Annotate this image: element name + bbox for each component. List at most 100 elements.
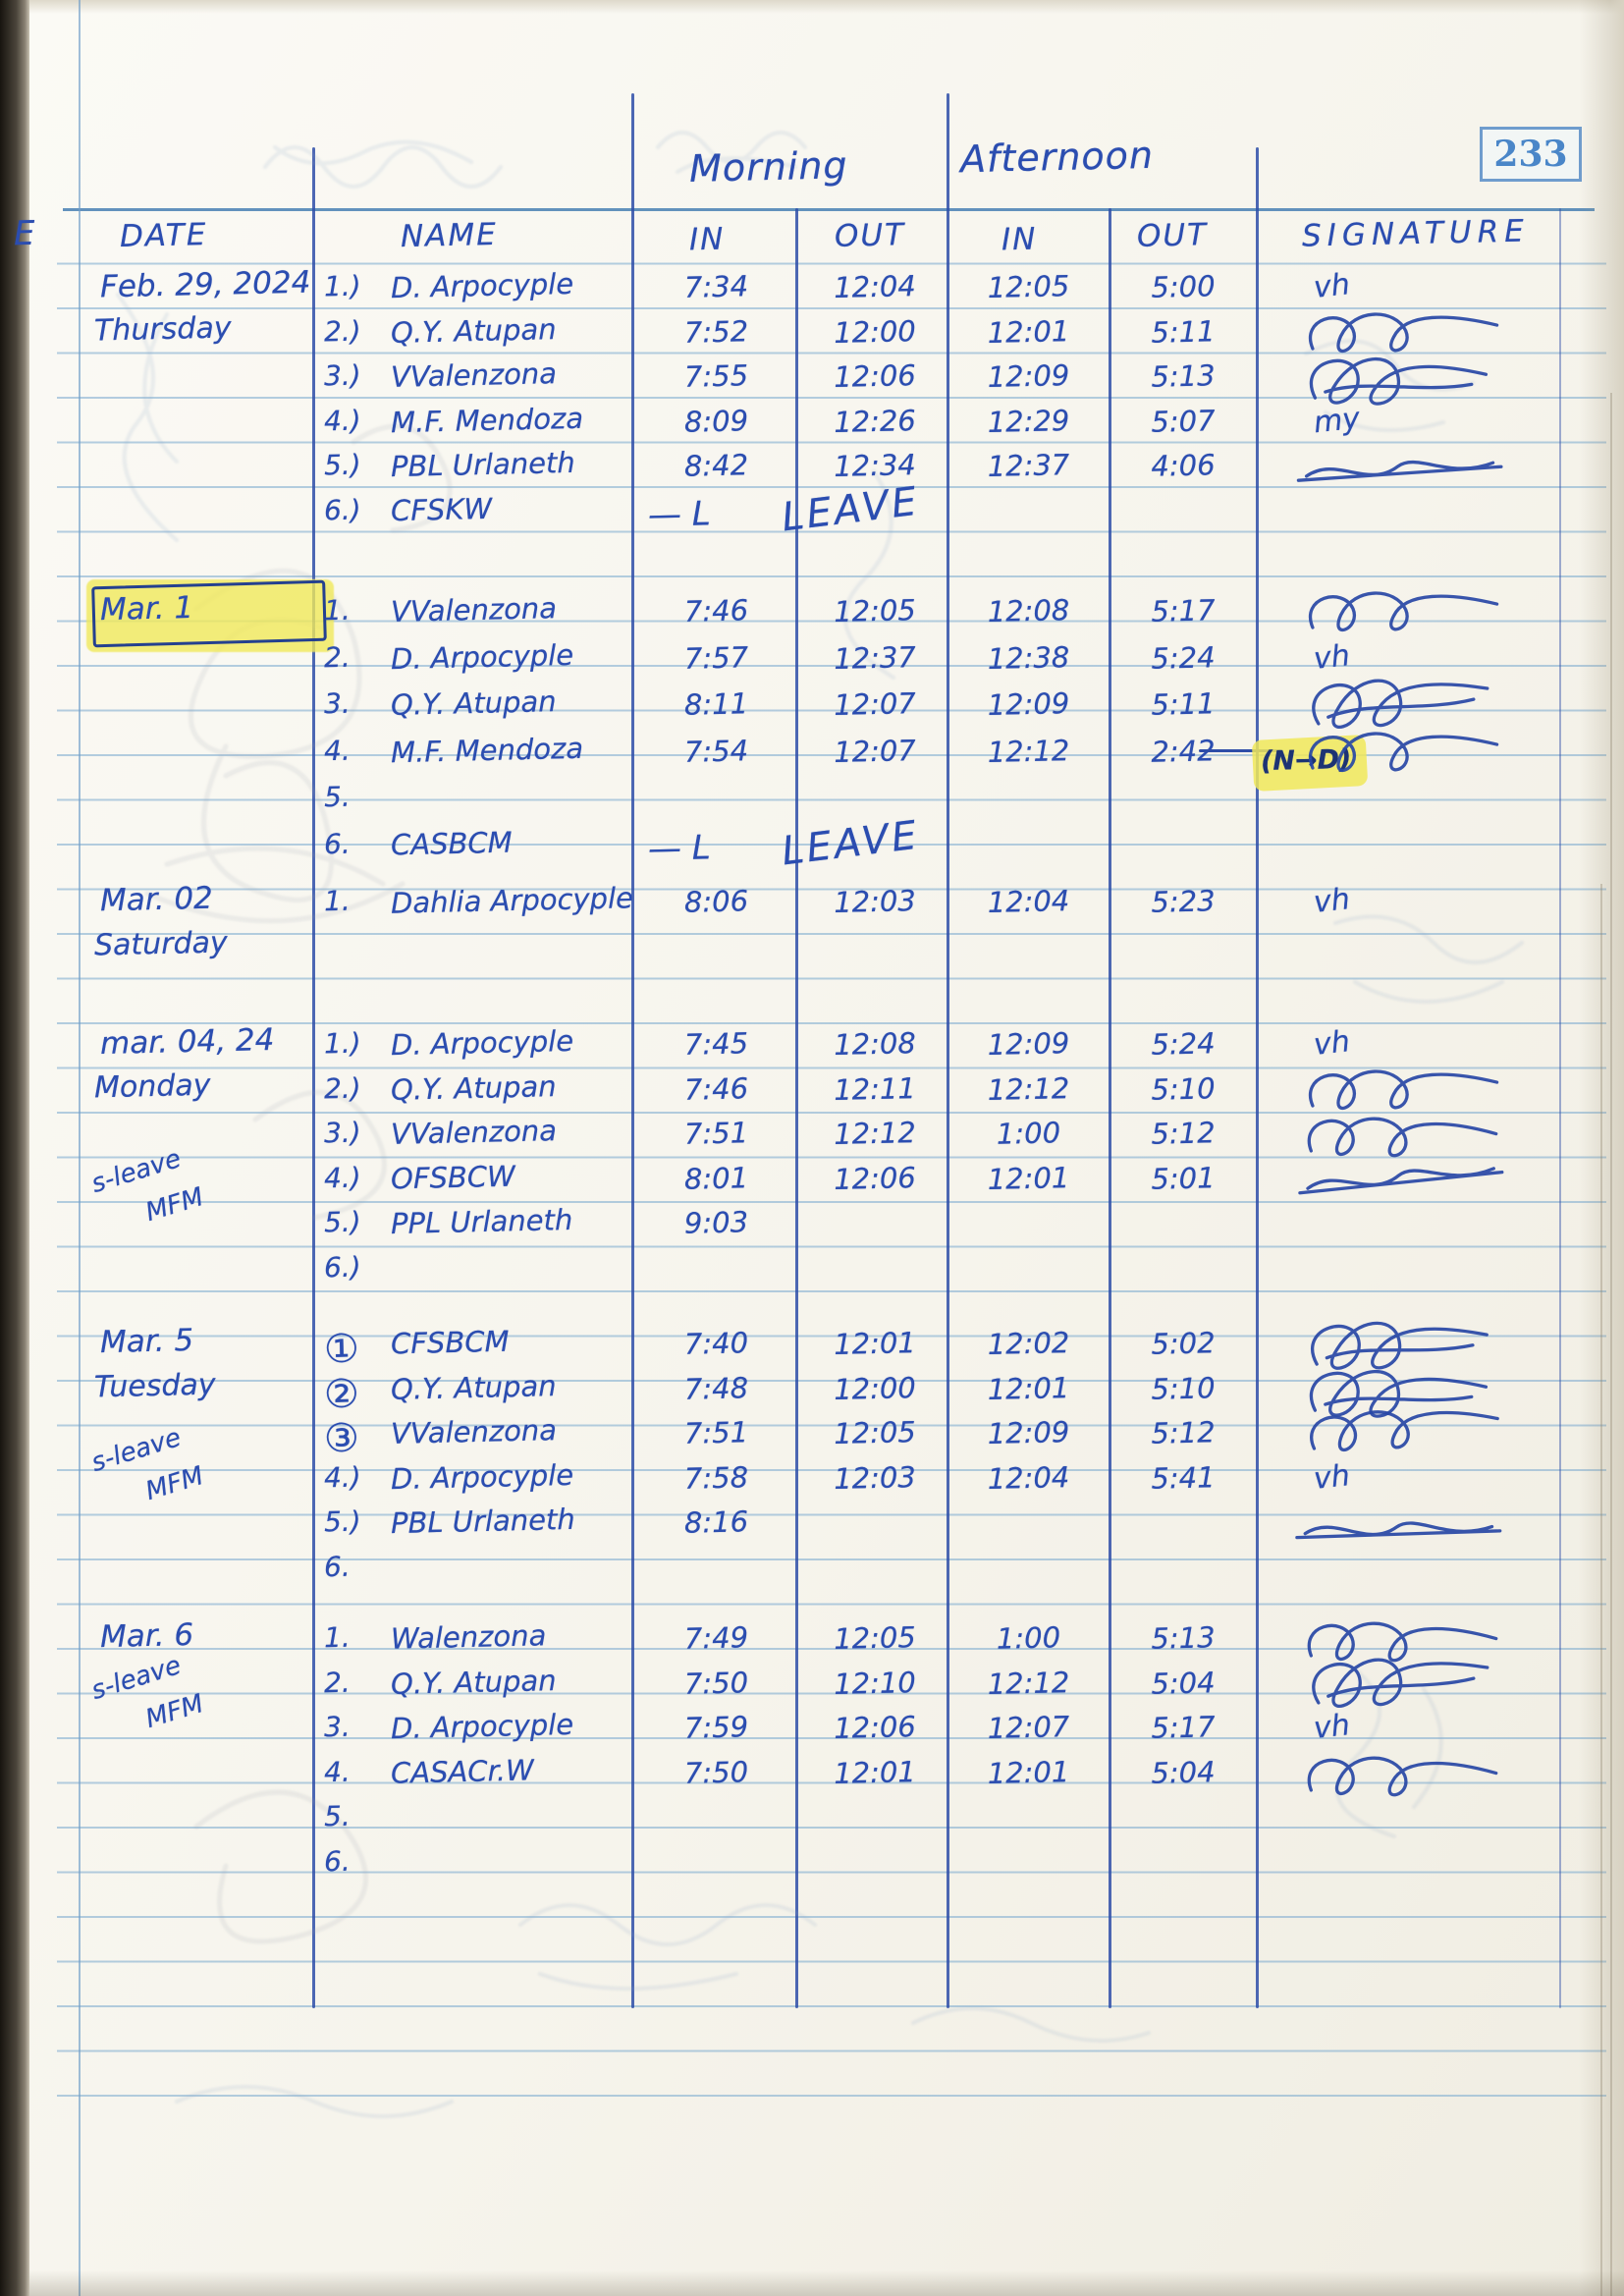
afternoon-header: Afternoon <box>959 133 1155 182</box>
entry-number: 4.) <box>323 1161 362 1194</box>
time-afternoon-in: 12:12 <box>987 1070 1070 1107</box>
date-highlight <box>86 579 334 652</box>
time-morning-out: 12:04 <box>833 269 917 304</box>
time-morning-in: 8:06 <box>683 884 749 919</box>
page-number-badge: 233 <box>1480 127 1582 182</box>
time-morning-out: 12:03 <box>833 1459 917 1496</box>
time-morning-out: 12:05 <box>833 1415 917 1450</box>
entry-name: Q.Y. Atupan <box>390 1663 557 1701</box>
time-afternoon-in: 12:01 <box>987 1370 1070 1406</box>
entry-name: D. Arpocyple <box>390 1457 574 1496</box>
time-afternoon-in: 12:09 <box>987 358 1070 394</box>
time-afternoon-out: 5:11 <box>1151 313 1216 350</box>
time-morning-out: 12:05 <box>833 1620 917 1656</box>
time-afternoon-in: 12:02 <box>987 1326 1070 1361</box>
time-morning-in: 7:49 <box>683 1620 749 1656</box>
entry-number: 1. <box>323 593 352 628</box>
time-afternoon-in: 1:00 <box>996 1620 1061 1656</box>
time-afternoon-out: 4:06 <box>1151 448 1216 483</box>
shift-note-strike <box>1199 748 1281 752</box>
signature-initials: vh <box>1312 267 1352 305</box>
time-morning-in: 7:34 <box>683 269 749 304</box>
block-day: Monday <box>93 1067 211 1105</box>
entry-number: 6. <box>323 1844 352 1878</box>
time-morning-in: 7:51 <box>683 1116 749 1151</box>
time-afternoon-in: 12:08 <box>987 593 1070 629</box>
entry-name: CASACr.W <box>390 1752 535 1790</box>
column-header-afternoon-in: IN <box>1001 221 1038 258</box>
signature-initials: vh <box>1312 882 1352 920</box>
block-day: Tuesday <box>93 1367 216 1404</box>
block-date: Mar. 5 <box>99 1322 194 1361</box>
time-afternoon-out: 5:01 <box>1151 1160 1216 1196</box>
entry-number: 3. <box>323 1710 352 1744</box>
entry-number: 1. <box>323 1620 352 1655</box>
entry-number: 2. <box>323 1666 352 1699</box>
time-afternoon-out: 5:23 <box>1151 884 1216 919</box>
time-morning-out: 12:08 <box>833 1026 917 1062</box>
time-afternoon-in: 12:09 <box>987 686 1070 722</box>
ruled-lines <box>57 220 1606 2125</box>
column-line-afternoon-signature <box>1256 147 1259 2008</box>
time-morning-in: 8:01 <box>683 1160 749 1196</box>
time-afternoon-out: 5:02 <box>1151 1326 1216 1361</box>
time-afternoon-out: 5:11 <box>1151 686 1216 722</box>
time-afternoon-out: 5:13 <box>1151 1620 1216 1656</box>
entry-name: CFSBCM <box>390 1324 510 1361</box>
page-stack-edge <box>1579 0 1624 2296</box>
time-morning-out: 12:37 <box>833 639 917 676</box>
entry-name: Q.Y. Atupan <box>390 311 557 350</box>
entry-number: 5.) <box>323 448 362 482</box>
entry-number: 4.) <box>323 1460 362 1494</box>
time-afternoon-in: 12:07 <box>987 1710 1070 1745</box>
scan-bottom-shadow <box>29 2270 1624 2296</box>
time-morning-in: 7:46 <box>683 1070 749 1107</box>
entry-number: 1.) <box>323 269 362 303</box>
column-line-morning-afternoon <box>947 93 949 2008</box>
time-afternoon-out: 5:04 <box>1151 1754 1216 1790</box>
time-morning-in: 8:16 <box>683 1504 749 1540</box>
entry-number: 1.) <box>323 1026 362 1061</box>
entry-number: 4. <box>323 734 352 767</box>
time-afternoon-in: 12:37 <box>987 448 1070 483</box>
column-line-morning-in-out <box>795 208 798 2008</box>
time-afternoon-in: 12:09 <box>987 1026 1070 1062</box>
gutter-text-fragment: E <box>13 213 35 254</box>
entry-number: 3. <box>323 686 352 721</box>
time-morning-in: 7:55 <box>683 358 749 394</box>
entry-name: CASBCM <box>390 825 514 861</box>
entry-name: Dahlia Arpocyple <box>390 881 634 920</box>
time-afternoon-out: 5:00 <box>1151 269 1216 304</box>
time-afternoon-in: 1:00 <box>996 1116 1061 1151</box>
time-afternoon-out: 5:24 <box>1151 639 1216 676</box>
time-afternoon-in: 12:04 <box>987 884 1070 919</box>
entry-number: 4.) <box>323 404 362 437</box>
entry-name: Q.Y. Atupan <box>390 1068 557 1107</box>
entry-name: D. Arpocyple <box>390 1023 574 1063</box>
time-morning-in: 7:52 <box>683 313 749 350</box>
time-morning-out: 12:06 <box>833 1160 917 1196</box>
time-morning-out: 12:00 <box>833 313 917 350</box>
entry-number: 4. <box>323 1755 352 1788</box>
margin-line <box>79 0 81 2296</box>
time-afternoon-in: 12:01 <box>987 313 1070 350</box>
entry-number: 5.) <box>323 1205 362 1239</box>
entry-name: PPL Urlaneth <box>390 1202 573 1241</box>
column-header-name: NAME <box>400 216 499 255</box>
time-morning-in: 7:57 <box>683 639 749 676</box>
entry-name: D. Arpocyple <box>390 1707 574 1746</box>
time-morning-out: 12:07 <box>833 733 917 769</box>
time-morning-in: 7:45 <box>683 1026 749 1062</box>
notebook-page: 233 E Morning Afternoon DATE NAME IN OUT… <box>14 0 1624 2296</box>
time-afternoon-in: 12:01 <box>987 1160 1070 1196</box>
column-line-date-name <box>312 147 315 2008</box>
time-afternoon-in: 12:05 <box>987 269 1070 304</box>
entry-name: PBL Urlaneth <box>390 1502 576 1541</box>
time-morning-in: 8:42 <box>683 448 749 483</box>
time-afternoon-in: 12:04 <box>987 1459 1070 1496</box>
time-afternoon-in: 12:01 <box>987 1754 1070 1790</box>
block-date: Mar. 1 <box>99 589 194 629</box>
time-afternoon-in: 12:29 <box>987 403 1070 439</box>
time-morning-out: 12:07 <box>833 686 917 722</box>
signature-initials: vh <box>1312 1024 1352 1063</box>
